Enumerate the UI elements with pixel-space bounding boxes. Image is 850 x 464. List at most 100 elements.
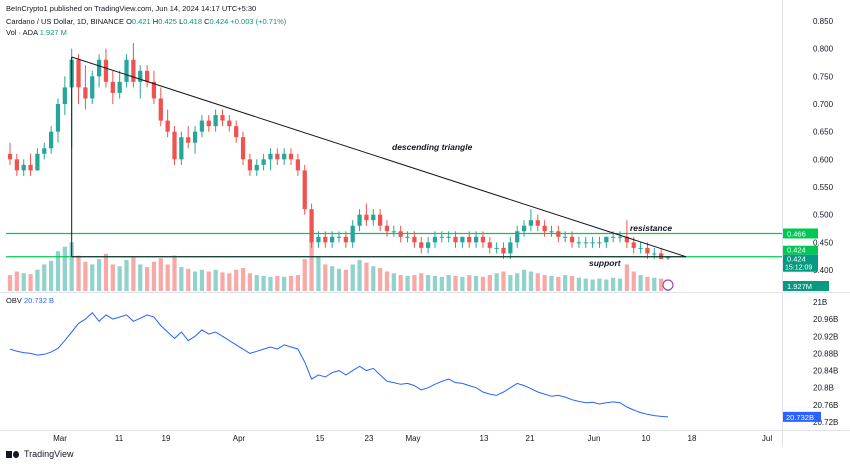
volume-bar bbox=[501, 271, 506, 291]
time-tick-label: 18 bbox=[688, 434, 697, 443]
candle-body bbox=[453, 236, 458, 243]
volume-bar bbox=[446, 275, 451, 291]
candle-body bbox=[282, 153, 287, 160]
volume-bar bbox=[652, 277, 657, 291]
price-tick-label: 0.550 bbox=[813, 183, 834, 192]
candle-body bbox=[124, 59, 129, 82]
candle-body bbox=[652, 253, 657, 255]
candle-body bbox=[254, 164, 259, 171]
volume-bar bbox=[549, 275, 554, 291]
volume-bar bbox=[131, 257, 136, 291]
volume-bar bbox=[419, 273, 424, 291]
candle-body bbox=[631, 242, 636, 248]
candle-body bbox=[90, 76, 95, 99]
volume-bar bbox=[76, 255, 81, 291]
candle-body bbox=[336, 236, 342, 238]
volume-bar bbox=[165, 264, 170, 291]
candle-body bbox=[247, 159, 253, 171]
volume-bar bbox=[583, 278, 588, 291]
annotation-support: support bbox=[589, 258, 622, 268]
annotation-descending-triangle: descending triangle bbox=[392, 142, 473, 152]
volume-bar bbox=[576, 277, 582, 291]
obv-legend: OBV 20.732 B bbox=[6, 296, 54, 306]
candle-body bbox=[110, 81, 115, 93]
candle-body bbox=[432, 236, 438, 243]
candle-body bbox=[131, 59, 136, 82]
volume-bar bbox=[371, 266, 376, 291]
volume-legend-label: Vol · ADA bbox=[6, 28, 38, 37]
volume-bar bbox=[110, 264, 115, 291]
volume-price-label: 1.927M bbox=[787, 282, 812, 291]
candle-body bbox=[55, 104, 61, 132]
volume-bar bbox=[398, 275, 403, 291]
candle-body bbox=[467, 236, 472, 243]
ohlc-o-label: O bbox=[126, 17, 132, 26]
candle-body bbox=[425, 242, 431, 248]
candle-body bbox=[234, 126, 239, 138]
volume-bar bbox=[158, 258, 163, 291]
ohlc-open: 0.421 bbox=[131, 17, 151, 26]
candle-body bbox=[144, 70, 150, 82]
price-tick-label: 0.450 bbox=[813, 238, 834, 247]
candle-body bbox=[412, 236, 417, 243]
candle-body bbox=[309, 209, 314, 243]
volume-bar bbox=[542, 275, 547, 291]
volume-bar bbox=[261, 275, 266, 291]
volume-bar bbox=[473, 275, 479, 291]
volume-bar bbox=[42, 264, 47, 291]
volume-bar bbox=[179, 267, 184, 291]
volume-bar bbox=[480, 276, 486, 291]
candle-body bbox=[405, 236, 410, 238]
annotation-resistance: resistance bbox=[630, 223, 672, 233]
volume-bar bbox=[336, 268, 342, 291]
support-price-label: 0.424 bbox=[787, 246, 806, 255]
candle-body bbox=[446, 236, 451, 238]
volume-bar bbox=[7, 275, 13, 291]
candle-body bbox=[569, 236, 575, 243]
candle-body bbox=[302, 170, 307, 210]
volume-bar bbox=[364, 262, 369, 291]
tradingview-footer[interactable]: TradingView bbox=[6, 449, 74, 459]
candle-body bbox=[549, 231, 554, 233]
volume-bar bbox=[521, 269, 527, 291]
volume-bar bbox=[659, 278, 664, 291]
candle-body bbox=[96, 59, 102, 77]
candle-body bbox=[330, 236, 335, 243]
candle-body bbox=[165, 120, 170, 132]
volume-bar bbox=[240, 267, 246, 291]
volume-bar bbox=[295, 275, 300, 291]
candle-body bbox=[528, 220, 534, 226]
candle-body bbox=[645, 247, 650, 254]
time-tick-label: 23 bbox=[365, 434, 374, 443]
volume-bar bbox=[254, 275, 259, 291]
candle-body bbox=[378, 214, 383, 226]
obv-tick-label: 20.88B bbox=[813, 349, 838, 358]
obv-legend-value: 20.732 B bbox=[23, 296, 54, 305]
candle-body bbox=[227, 120, 232, 127]
volume-bar bbox=[302, 259, 307, 291]
volume-bar bbox=[172, 255, 177, 291]
candle-body bbox=[508, 242, 513, 254]
obv-tick-label: 20.8B bbox=[813, 384, 834, 393]
candle-body bbox=[117, 81, 122, 93]
candle-body bbox=[665, 256, 671, 259]
volume-bar bbox=[645, 276, 650, 291]
price-tick-label: 0.850 bbox=[813, 17, 834, 26]
volume-bar bbox=[460, 276, 465, 291]
volume-bar bbox=[323, 264, 328, 291]
candle-body bbox=[391, 231, 396, 233]
candle-body bbox=[288, 153, 294, 160]
candle-body bbox=[542, 225, 547, 232]
volume-bar bbox=[309, 229, 314, 291]
candle-body bbox=[151, 81, 157, 99]
volume-bar bbox=[192, 271, 198, 291]
lightning-icon bbox=[662, 279, 674, 291]
candle-body bbox=[42, 148, 47, 154]
candle-body bbox=[213, 115, 218, 127]
volume-bar bbox=[378, 267, 383, 291]
ohlc-l-label: L bbox=[179, 17, 184, 26]
volume-bar bbox=[69, 242, 74, 291]
candle-body bbox=[604, 236, 609, 243]
candle-body bbox=[35, 153, 40, 171]
